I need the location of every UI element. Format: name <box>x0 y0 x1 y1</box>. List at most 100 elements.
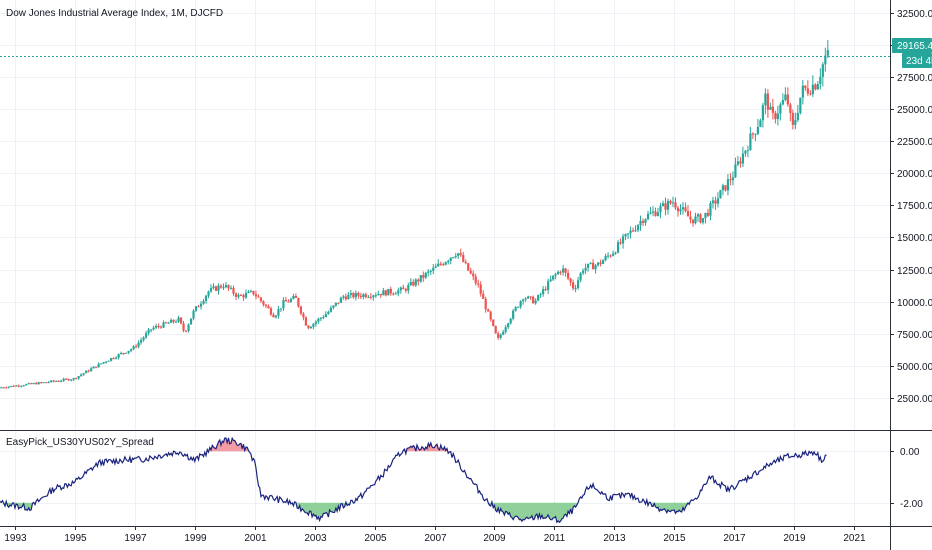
candle-body <box>544 289 547 291</box>
candle <box>322 315 325 320</box>
candle <box>432 264 435 275</box>
candle <box>144 330 148 339</box>
candle-body <box>234 293 238 297</box>
candle <box>65 377 68 380</box>
candle-body <box>324 314 327 318</box>
candle-body <box>369 296 372 298</box>
candle <box>774 110 777 124</box>
candle-body <box>774 112 777 120</box>
candle-body <box>82 373 85 375</box>
candle-body <box>409 281 412 286</box>
candle-body <box>252 290 255 295</box>
indicator-title[interactable]: EasyPick_US30YUS02Y_Spread <box>6 437 154 448</box>
price-axis-ticks[interactable]: 2500.00 5000.00 7500.00 10000.00 12500.00 150… <box>890 9 932 405</box>
candle-body <box>264 304 268 307</box>
candle <box>107 360 110 362</box>
candle-body <box>62 378 65 381</box>
candle <box>17 384 20 388</box>
candle-body <box>432 267 435 271</box>
candle <box>2 386 5 389</box>
candle <box>497 331 500 340</box>
candle-body <box>142 337 145 340</box>
indicator-axis-ticks[interactable]: 0.00 -2.00 <box>890 447 923 510</box>
candle <box>399 286 402 294</box>
candle-body <box>552 275 555 280</box>
candle <box>726 174 730 196</box>
main-chart-title[interactable]: Dow Jones Industrial Average Index, 1M, … <box>6 8 223 19</box>
candle-body <box>159 326 163 328</box>
candle-body <box>524 298 527 300</box>
candle <box>676 206 680 217</box>
candle-body <box>102 362 105 364</box>
candle <box>30 382 33 385</box>
candle-body <box>354 292 357 298</box>
indicator-fill-group <box>3 438 690 523</box>
candle-body <box>447 260 450 263</box>
candle <box>729 173 732 186</box>
candle-body <box>669 201 672 204</box>
candle <box>389 286 392 296</box>
price-badge-text: 29165.42 <box>897 41 932 52</box>
candle-body <box>529 296 532 298</box>
candle <box>189 318 193 325</box>
candle-body <box>294 296 298 298</box>
candle-body <box>689 216 692 220</box>
candle-body <box>392 293 395 295</box>
candle-body <box>581 270 585 274</box>
candle-body <box>287 301 290 303</box>
candle-body <box>107 360 110 362</box>
candle <box>542 286 545 297</box>
candle <box>377 290 380 296</box>
candle-body <box>277 309 280 316</box>
candle <box>552 275 555 281</box>
candle <box>57 379 60 383</box>
candle <box>157 323 160 329</box>
candle <box>811 75 814 97</box>
price-tick-label: 5000.00 <box>897 362 932 373</box>
candle <box>234 292 238 300</box>
candle <box>596 262 600 267</box>
candle <box>781 93 784 106</box>
candle-body <box>482 293 485 299</box>
candle-body <box>616 242 620 253</box>
candle <box>609 254 612 258</box>
candle <box>619 238 622 245</box>
candle-body <box>269 308 273 315</box>
candle <box>227 284 230 292</box>
candle <box>174 319 178 323</box>
candle-body <box>634 230 637 232</box>
candle-body <box>586 263 590 268</box>
candle-body <box>746 150 750 152</box>
candle <box>586 263 590 272</box>
candle-body <box>394 293 397 295</box>
candle <box>674 197 677 210</box>
candle <box>464 259 467 265</box>
candle <box>489 310 492 322</box>
candle-body <box>806 88 809 94</box>
candle-body <box>659 206 662 213</box>
price-badge: 29165.42 <box>892 38 932 53</box>
candle-body <box>489 311 492 320</box>
price-tick-label: 10000.00 <box>897 298 932 309</box>
candle-body <box>137 342 140 347</box>
candle <box>804 85 807 91</box>
candle-body <box>626 233 630 235</box>
candle <box>754 133 757 142</box>
time-tick-label: 2001 <box>244 533 267 544</box>
candle <box>42 382 45 384</box>
candle-body <box>352 293 355 298</box>
candle <box>27 382 30 385</box>
candle <box>289 297 293 303</box>
candle <box>417 278 420 286</box>
candle-body <box>709 203 712 216</box>
candle <box>367 294 370 298</box>
candle <box>741 146 745 168</box>
candle <box>244 289 248 300</box>
candle-body <box>110 358 113 361</box>
candle <box>694 212 697 225</box>
candle-body <box>367 296 370 298</box>
time-axis-ticks[interactable]: 1993 1995 1997 1999 2001 2003 2005 2007 2009 2011… <box>4 526 866 544</box>
candle-body <box>239 295 243 297</box>
candle <box>734 157 737 178</box>
